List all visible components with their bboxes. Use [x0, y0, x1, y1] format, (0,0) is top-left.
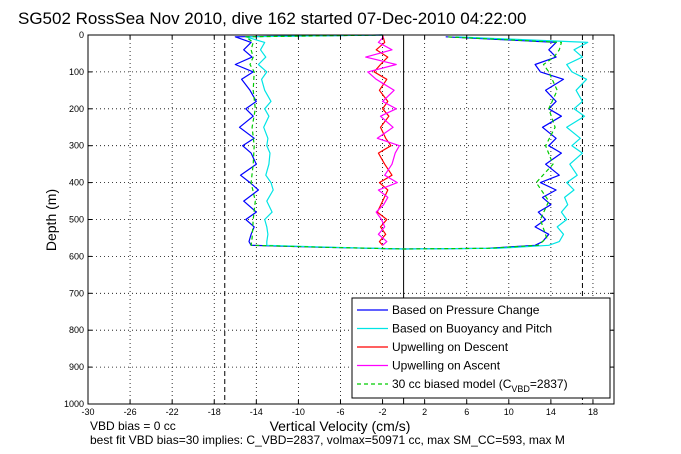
x-tick-label-2: -22 — [166, 407, 179, 417]
x-tick-label-11: 14 — [546, 407, 556, 417]
y-axis-ticks: 0 100 200 300 400 500 600 700 800 900 1000 — [64, 30, 614, 409]
note-best-fit: best fit VBD bias=30 implies: C_VBD=2837… — [90, 433, 565, 447]
x-tick-label-7: -2 — [379, 407, 387, 417]
x-tick-label-4: -14 — [250, 407, 263, 417]
y-axis-label: Depth (m) — [43, 189, 59, 251]
legend-label-4: 30 cc biased model (CVBD=2837) — [392, 377, 568, 394]
legend: Based on Pressure Change Based on Buoyanc… — [351, 297, 611, 399]
series-line-3 — [365, 36, 400, 246]
series-line-0 — [234, 34, 565, 250]
y-tick-label-5: 500 — [69, 215, 84, 225]
note-vbd-bias: VBD bias = 0 cc — [90, 419, 176, 433]
y-tick-label-1: 100 — [69, 67, 84, 77]
data-series — [234, 34, 589, 250]
x-tick-label-6: -6 — [336, 407, 344, 417]
y-tick-label-3: 300 — [69, 141, 84, 151]
legend-box — [351, 297, 611, 399]
legend-label-0: Based on Pressure Change — [392, 303, 540, 317]
y-tick-label-6: 600 — [69, 251, 84, 261]
x-tick-label-12: 18 — [588, 407, 598, 417]
x-tick-label-9: 6 — [464, 407, 469, 417]
y-tick-label-2: 200 — [69, 104, 84, 114]
x-tick-label-5: -10 — [292, 407, 305, 417]
y-tick-label-9: 900 — [69, 362, 84, 372]
x-tick-label-3: -18 — [208, 407, 221, 417]
x-tick-label-10: 10 — [504, 407, 514, 417]
chart-title: SG502 RossSea Nov 2010, dive 162 started… — [18, 9, 526, 28]
legend-label-3: Upwelling on Ascent — [392, 359, 501, 373]
x-tick-label-8: 2 — [422, 407, 427, 417]
series-line-4 — [245, 34, 563, 250]
grid — [88, 35, 614, 404]
x-axis-ticks: -30 -26 -22 -18 -14 -10 -6 -2 2 6 10 14 18 — [81, 35, 598, 417]
x-tick-label-0: -30 — [81, 407, 94, 417]
y-tick-label-7: 700 — [69, 288, 84, 298]
y-tick-label-8: 800 — [69, 325, 84, 335]
y-tick-label-4: 400 — [69, 178, 84, 188]
y-tick-label-0: 0 — [79, 30, 84, 40]
x-tick-label-1: -26 — [124, 407, 137, 417]
legend-label-1: Based on Buoyancy and Pitch — [392, 322, 552, 336]
x-axis-label: Vertical Velocity (cm/s) — [270, 418, 411, 434]
y-tick-label-10: 1000 — [64, 399, 84, 409]
legend-label-2: Upwelling on Descent — [392, 340, 509, 354]
